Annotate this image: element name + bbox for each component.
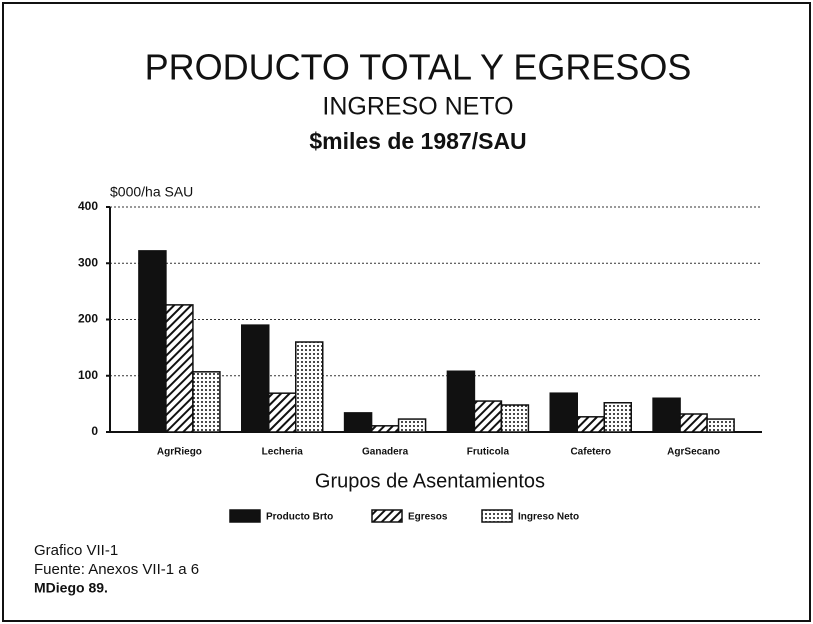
legend-label: Egresos <box>408 512 448 523</box>
bar <box>706 418 735 433</box>
legend-swatch <box>371 509 403 523</box>
x-axis-label: Grupos de Asentamientos <box>315 470 545 492</box>
x-tick-label: Ganadera <box>362 447 409 458</box>
bar <box>446 370 476 433</box>
bar <box>138 250 167 433</box>
bar <box>679 413 708 433</box>
bar <box>500 404 530 433</box>
bar <box>165 304 194 433</box>
bar <box>370 425 400 433</box>
bar <box>576 416 605 433</box>
note: Fuente: Anexos VII-1 a 6 <box>34 561 199 578</box>
units: $miles de 1987/SAU <box>309 128 526 154</box>
bar <box>549 392 578 433</box>
bar <box>295 341 324 433</box>
y-tick-label: 0 <box>91 424 98 438</box>
x-tick-label: Fruticola <box>467 447 510 458</box>
x-tick-label: AgrRiego <box>157 447 202 458</box>
bar <box>397 418 427 433</box>
y-tick-label: 100 <box>78 368 98 382</box>
y-tick-label: 300 <box>78 255 98 269</box>
bar <box>473 400 503 433</box>
x-tick-label: Cafetero <box>570 447 611 458</box>
note: Grafico VII-1 <box>34 542 118 559</box>
bar <box>603 402 632 433</box>
note: MDiego 89. <box>34 580 108 596</box>
bar <box>652 397 681 433</box>
y-tick-label: 400 <box>78 199 98 213</box>
x-tick-label: Lecheria <box>262 447 304 458</box>
chart-title: PRODUCTO TOTAL Y EGRESOS <box>145 47 692 88</box>
legend-label: Producto Brto <box>266 512 333 523</box>
chart-subtitle: INGRESO NETO <box>322 93 513 121</box>
x-tick-label: AgrSecano <box>667 447 720 458</box>
bar <box>268 392 297 433</box>
y-tick-label: 200 <box>78 312 98 326</box>
bar <box>343 412 373 433</box>
bar <box>192 371 221 433</box>
bar <box>241 324 270 433</box>
legend-label: Ingreso Neto <box>518 512 579 523</box>
y-axis-label: $000/ha SAU <box>110 184 193 200</box>
legend-swatch <box>229 509 261 523</box>
legend-swatch <box>481 509 513 523</box>
